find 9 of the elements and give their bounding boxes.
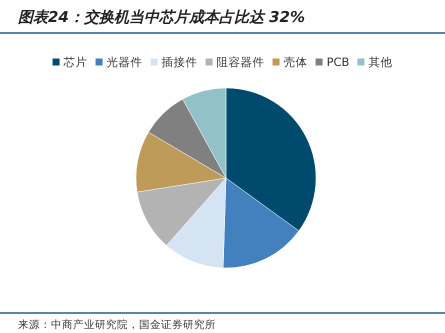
legend-label: 插接件 bbox=[162, 55, 198, 69]
source-note: 来源：中商产业研究院，国金证券研究所 bbox=[18, 318, 216, 331]
legend-label: 阻容器件 bbox=[216, 55, 265, 69]
chart-title: 图表24：交换机当中芯片成本占比达 32% bbox=[18, 8, 305, 26]
legend-label: 芯片 bbox=[62, 55, 88, 69]
legend-label: 壳体 bbox=[284, 55, 308, 69]
legend-label: 光器件 bbox=[106, 55, 143, 69]
legend-label: PCB bbox=[326, 55, 350, 69]
legend-label: 其他 bbox=[368, 55, 392, 69]
